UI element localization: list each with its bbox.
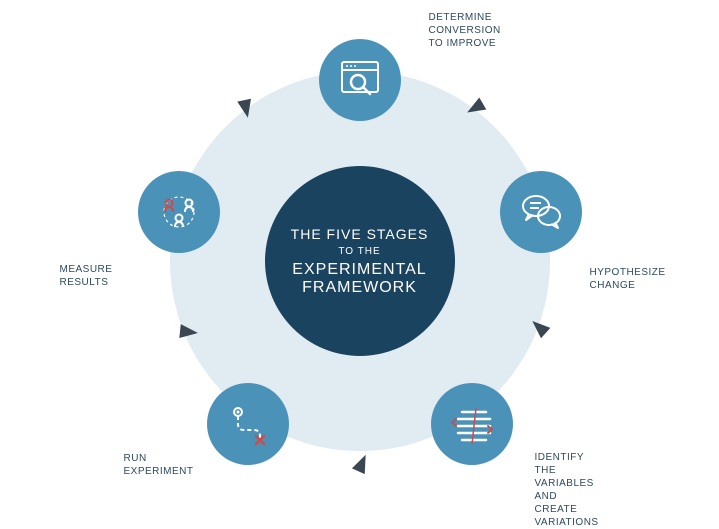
stage-circle-measure <box>138 171 220 253</box>
determine-icon <box>336 56 384 104</box>
center-title-2: TO THE <box>338 246 380 257</box>
center-title-3b: FRAMEWORK <box>302 279 417 297</box>
run-icon <box>224 400 272 448</box>
stage-circle-determine <box>319 39 401 121</box>
stage-label-line: MEASURE <box>60 263 113 276</box>
center-title-3a: EXPERIMENTAL <box>292 261 426 279</box>
identify-icon <box>448 400 496 448</box>
stage-label-line: RESULTS <box>60 276 113 289</box>
cycle-arrow <box>176 320 200 344</box>
stage-circle-run <box>207 383 289 465</box>
stage-label-line: TO IMPROVE <box>429 37 501 50</box>
stage-label-run: RUNEXPERIMENT <box>124 452 194 478</box>
stage-label-line: DETERMINE <box>429 11 501 24</box>
stage-label-line: VARIABLES AND <box>535 477 600 503</box>
diagram-container: DETERMINECONVERSIONTO IMPROVE HYPOTHESIZ… <box>120 21 600 501</box>
stage-label-line: CHANGE <box>590 279 666 292</box>
stage-label-hypothesize: HYPOTHESIZECHANGE <box>590 266 666 292</box>
stage-label-line: HYPOTHESIZE <box>590 266 666 279</box>
stage-label-determine: DETERMINECONVERSIONTO IMPROVE <box>429 11 501 50</box>
stage-label-line: CREATE VARIATIONS <box>535 503 600 529</box>
stage-label-measure: MEASURERESULTS <box>60 263 113 289</box>
measure-icon <box>155 188 203 236</box>
hypothesize-icon <box>517 188 565 236</box>
stage-label-line: RUN <box>124 452 194 465</box>
stage-circle-identify <box>431 383 513 465</box>
stage-circle-hypothesize <box>500 171 582 253</box>
stage-label-line: IDENTIFY THE <box>535 451 600 477</box>
stage-label-line: EXPERIMENT <box>124 465 194 478</box>
cycle-arrow <box>347 448 376 477</box>
cycle-arrow <box>232 96 258 122</box>
center-circle: THE FIVE STAGES TO THE EXPERIMENTAL FRAM… <box>265 166 455 356</box>
center-title-1: THE FIVE STAGES <box>291 226 429 242</box>
stage-label-line: CONVERSION <box>429 24 501 37</box>
stage-label-identify: IDENTIFY THEVARIABLES ANDCREATE VARIATIO… <box>535 451 600 529</box>
